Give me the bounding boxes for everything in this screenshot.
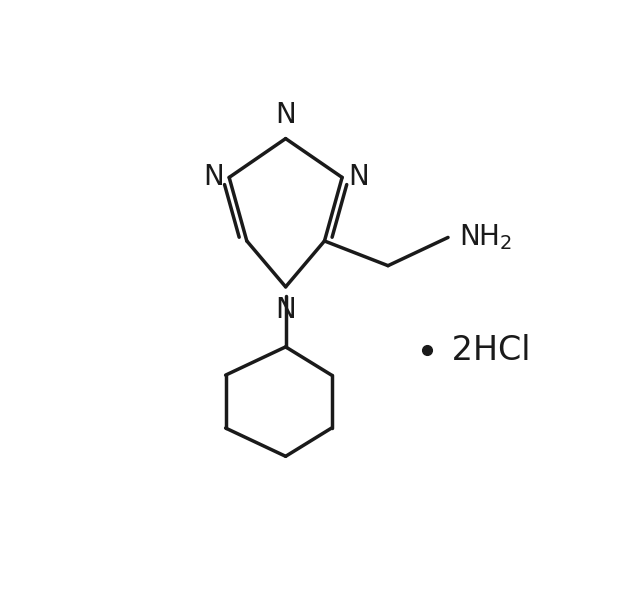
Text: NH$_2$: NH$_2$	[459, 222, 512, 252]
Text: 2HCl: 2HCl	[441, 334, 531, 367]
Text: N: N	[348, 163, 369, 191]
Text: N: N	[203, 163, 223, 191]
Text: N: N	[275, 296, 296, 324]
Text: N: N	[275, 101, 296, 129]
